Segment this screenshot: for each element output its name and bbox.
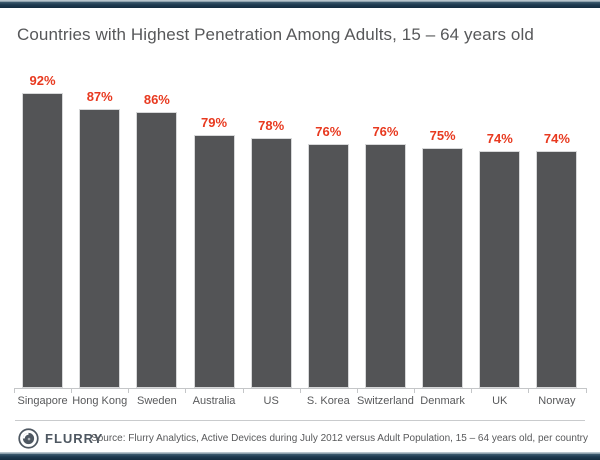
x-axis-tick xyxy=(471,388,473,393)
bar-uk xyxy=(479,151,521,388)
flurry-wordmark: FLURRY xyxy=(45,431,104,446)
footer-divider xyxy=(15,420,585,421)
bar-denmark xyxy=(422,148,464,388)
value-label: 75% xyxy=(429,128,456,143)
x-axis-tick xyxy=(71,388,73,393)
bar-switzerland xyxy=(364,144,406,388)
value-label: 92% xyxy=(29,73,56,88)
bar-sweden xyxy=(136,112,178,388)
flurry-swirl-icon xyxy=(18,428,39,449)
value-label: 74% xyxy=(486,131,513,146)
chart-title: Countries with Highest Penetration Among… xyxy=(17,25,534,44)
x-axis-label: S. Korea xyxy=(306,395,350,407)
bar-norway xyxy=(536,151,578,388)
flurry-logo: FLURRY xyxy=(18,428,103,449)
x-axis-label: Singapore xyxy=(17,395,68,407)
value-label: 86% xyxy=(143,92,170,107)
x-axis-tick xyxy=(128,388,130,393)
x-axis-label: Hong Kong xyxy=(72,395,128,407)
bar-australia xyxy=(193,135,235,388)
bar-singapore xyxy=(22,93,64,388)
top-border-bar xyxy=(0,0,600,8)
bar-us xyxy=(250,138,292,388)
x-axis-tick xyxy=(299,388,301,393)
x-axis-tick xyxy=(356,388,358,393)
value-label: 78% xyxy=(258,118,285,133)
value-label: 87% xyxy=(86,89,113,104)
x-axis-label: UK xyxy=(492,395,508,407)
bottom-border-bar xyxy=(0,452,600,460)
bar-hong-kong xyxy=(79,109,121,388)
value-label: 79% xyxy=(200,115,228,130)
x-axis-tick xyxy=(585,388,587,393)
value-label: 74% xyxy=(543,131,570,146)
x-axis-tick xyxy=(185,388,187,393)
x-axis-label: Switzerland xyxy=(357,395,414,407)
x-axis-tick xyxy=(242,388,244,393)
x-axis-tick xyxy=(14,388,15,393)
bar-s-korea xyxy=(307,144,349,388)
x-axis-label: Norway xyxy=(538,395,576,407)
x-axis-label: Denmark xyxy=(420,395,465,407)
x-axis-tick xyxy=(528,388,530,393)
value-label: 76% xyxy=(372,124,399,139)
source-text: Source: Flurry Analytics, Active Devices… xyxy=(91,433,588,444)
x-axis-tick xyxy=(414,388,416,393)
x-axis-label: US xyxy=(263,395,279,407)
value-label: 76% xyxy=(315,124,342,139)
x-axis-label: Australia xyxy=(192,395,236,407)
x-axis-label: Sweden xyxy=(136,395,177,407)
